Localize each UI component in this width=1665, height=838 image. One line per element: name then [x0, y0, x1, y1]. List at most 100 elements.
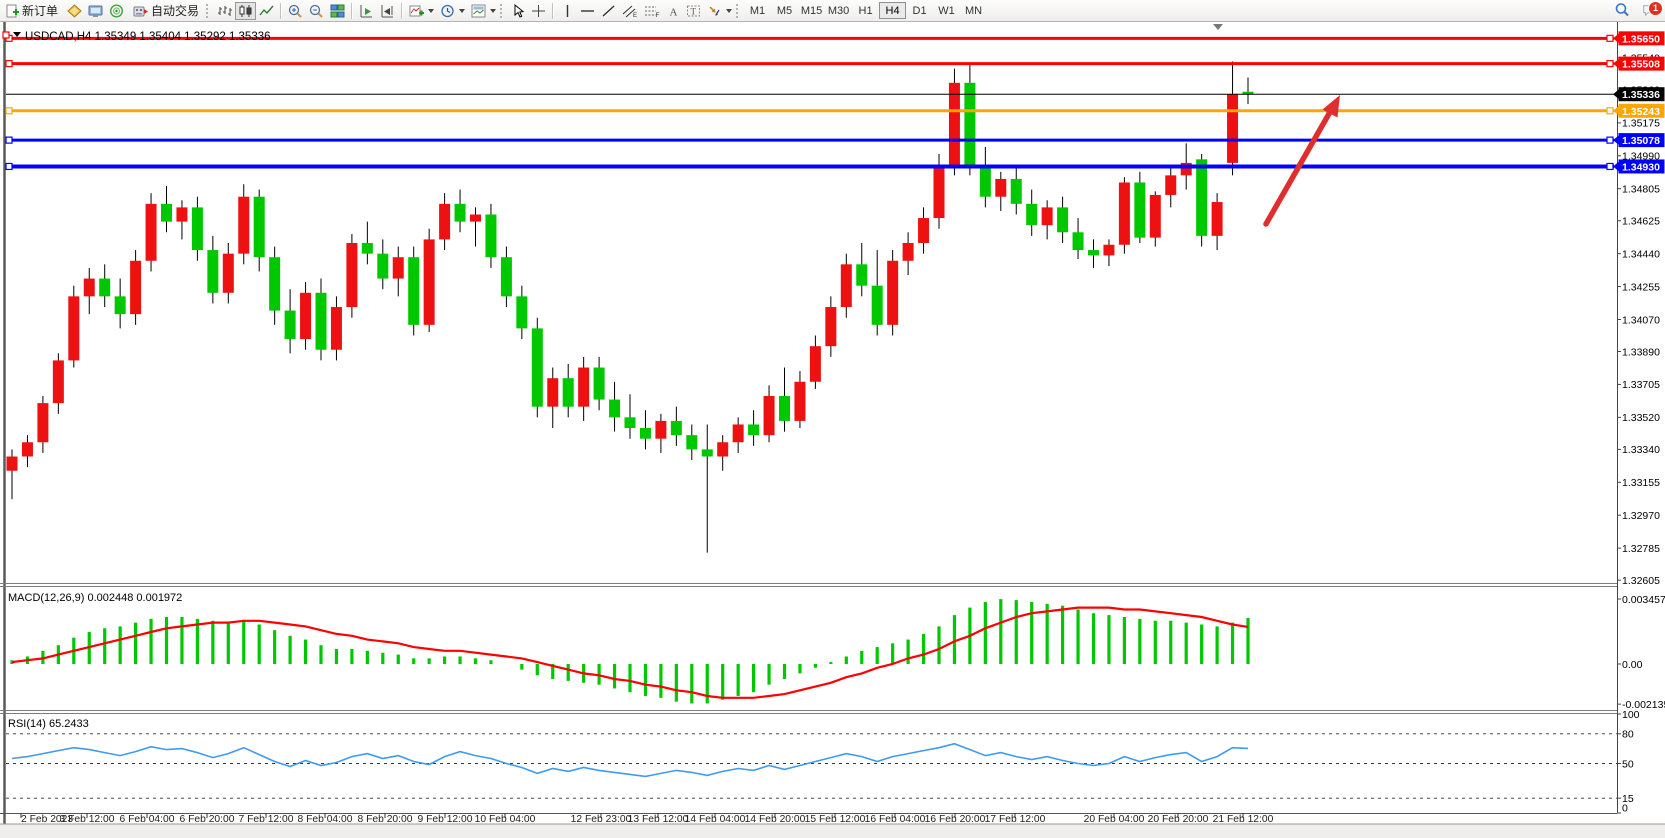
- svg-text:F: F: [656, 12, 660, 18]
- fibonacci-button[interactable]: F: [641, 2, 663, 20]
- svg-text:1.35508: 1.35508: [1622, 59, 1660, 71]
- new-order-icon: [6, 4, 19, 17]
- auto-scroll-button[interactable]: [356, 2, 377, 20]
- chart-background: [0, 21, 1665, 838]
- metaeditor-button[interactable]: [64, 2, 85, 20]
- bar-chart-button[interactable]: [214, 2, 235, 20]
- timeframe-mn[interactable]: MN: [964, 5, 983, 17]
- time-label: 20 Feb 04:00: [1084, 814, 1145, 825]
- svg-text:A: A: [669, 6, 677, 18]
- periods-button[interactable]: [437, 2, 468, 20]
- trendline-button[interactable]: [598, 2, 619, 20]
- svg-text:1.35243: 1.35243: [1622, 106, 1660, 118]
- line-chart-button[interactable]: [256, 2, 277, 20]
- hline-marker[interactable]: [1606, 107, 1614, 115]
- hline-marker[interactable]: [2, 31, 10, 39]
- terminal-icon: [88, 5, 103, 17]
- tile-windows-icon: [330, 4, 345, 17]
- chart-shift-icon: [381, 4, 394, 17]
- hline-marker[interactable]: [1606, 60, 1614, 68]
- virtual-hosting-button[interactable]: [85, 2, 106, 20]
- chart-shift-button[interactable]: [377, 2, 398, 20]
- trend-arrow-annotation[interactable]: [1263, 95, 1340, 227]
- crosshair-button[interactable]: [528, 2, 549, 20]
- svg-text:0: 0: [1622, 803, 1628, 815]
- svg-text:1.34625: 1.34625: [1622, 216, 1660, 228]
- price-badge-1.35243: [1618, 103, 1665, 118]
- tile-windows-button[interactable]: [327, 2, 348, 20]
- svg-text:1.32970: 1.32970: [1622, 510, 1660, 522]
- zoom-in-button[interactable]: [285, 2, 306, 20]
- templates-button[interactable]: [468, 2, 499, 20]
- hline-marker[interactable]: [5, 107, 13, 115]
- time-label: 21 Feb 12:00: [1213, 814, 1274, 825]
- toolbar-grip: [500, 3, 505, 18]
- cursor-button[interactable]: [508, 2, 528, 20]
- timeframe-m1[interactable]: M1: [749, 5, 766, 17]
- time-label: 15 Feb 12:00: [805, 814, 866, 825]
- equidistant-channel-button[interactable]: E: [619, 2, 641, 20]
- horizontal-line-button[interactable]: [577, 2, 598, 20]
- broadcast-button[interactable]: [106, 2, 127, 20]
- price-badge-1.35508: [1618, 56, 1665, 71]
- svg-text:1.32605: 1.32605: [1622, 575, 1660, 587]
- toolbar-separator: [401, 2, 404, 19]
- svg-text:1.32785: 1.32785: [1622, 543, 1660, 555]
- auto-scroll-icon: [360, 4, 373, 17]
- templates-dropdown-caret: [490, 8, 497, 13]
- vertical-line-button[interactable]: [557, 2, 577, 20]
- timeframe-m15[interactable]: M15: [800, 5, 823, 17]
- cursor-icon: [514, 3, 524, 18]
- timeframe-w1[interactable]: W1: [938, 5, 955, 17]
- macd-histogram: [10, 599, 1250, 704]
- hline-marker[interactable]: [1606, 162, 1614, 171]
- horizontal-line-icon: [581, 9, 595, 12]
- hline-marker[interactable]: [5, 162, 13, 171]
- svg-text:1.33890: 1.33890: [1622, 346, 1660, 358]
- hline-marker[interactable]: [5, 136, 13, 144]
- title-collapse-icon[interactable]: [13, 32, 21, 37]
- text-icon: A: [669, 6, 677, 18]
- chart-shift-marker[interactable]: [1213, 24, 1223, 30]
- time-label: 14 Feb 04:00: [685, 814, 746, 825]
- search-button[interactable]: [1611, 1, 1633, 19]
- rsi-axis: 100 80 50 150: [1617, 709, 1640, 815]
- trendline-icon: [602, 4, 615, 17]
- broadcast-icon: [110, 3, 124, 18]
- text-label-button[interactable]: T: [683, 2, 704, 20]
- hline-marker[interactable]: [1606, 34, 1614, 42]
- time-label: 14 Feb 20:00: [745, 814, 806, 825]
- candlestick-chart-button[interactable]: [235, 1, 257, 20]
- timeframe-m5[interactable]: M5: [776, 5, 793, 17]
- text-label-icon: T: [687, 5, 701, 16]
- text-button[interactable]: A: [663, 2, 683, 20]
- toolbar-separator: [351, 2, 354, 19]
- notifications-button[interactable]: 1: [1639, 1, 1663, 19]
- svg-text:50: 50: [1622, 758, 1634, 770]
- svg-text:1.35336: 1.35336: [1622, 89, 1660, 101]
- new-order-button[interactable]: 新订单: [0, 2, 64, 20]
- new-order-label: 新订单: [22, 4, 59, 18]
- svg-text:1.33520: 1.33520: [1622, 412, 1660, 424]
- svg-text:1.34930: 1.34930: [1622, 161, 1660, 173]
- symbol-ohlc-title: USDCAD,H4 1.35349 1.35404 1.35292 1.3533…: [25, 31, 271, 43]
- autotrading-button[interactable]: 自动交易: [127, 2, 205, 20]
- timeframe-d1[interactable]: D1: [912, 5, 927, 17]
- arrows-button[interactable]: [704, 2, 735, 20]
- vertical-line-icon: [566, 4, 568, 17]
- timeframe-m30[interactable]: M30: [827, 5, 850, 17]
- svg-text:100: 100: [1622, 709, 1640, 721]
- indicators-button[interactable]: [406, 2, 437, 20]
- time-label: 8 Feb 04:00: [298, 814, 353, 825]
- bar-chart-icon: [218, 5, 233, 16]
- hline-marker[interactable]: [5, 60, 13, 68]
- timeframe-h4[interactable]: H4: [879, 2, 907, 19]
- indicators-dropdown-caret: [428, 8, 435, 13]
- time-label: 6 Feb 04:00: [120, 814, 175, 825]
- timeframe-h1[interactable]: H1: [858, 5, 873, 17]
- zoom-in-icon: [288, 4, 302, 18]
- toolbar: 新订单 自动交易: [0, 0, 1665, 22]
- hline-marker[interactable]: [1606, 136, 1614, 144]
- zoom-out-button[interactable]: [306, 2, 327, 20]
